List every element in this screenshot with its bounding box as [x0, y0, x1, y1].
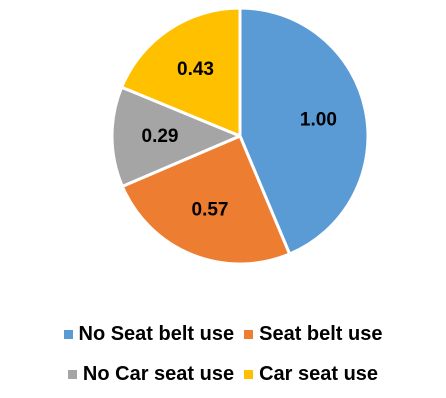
legend-swatch-no-seat-belt-use	[63, 330, 73, 339]
legend-label: Seat belt use	[259, 323, 383, 345]
data-label-seat-belt-use: 0.57	[192, 200, 229, 221]
legend-label: Car seat use	[259, 363, 379, 385]
pie-slice-seat-belt-use	[120, 134, 292, 266]
pie-slice-no-car-seat-use	[110, 85, 242, 188]
data-label-no-car-seat-use: 0.29	[142, 126, 179, 147]
legend-item-no-car-seat-use: No Car seat use	[67, 363, 235, 386]
legend-label: No Car seat use	[82, 363, 235, 385]
legend-swatch-car-seat-use	[244, 370, 254, 379]
legend-row-2: No Car seat use Car seat use	[0, 363, 446, 386]
legend-label: No Seat belt use	[78, 323, 235, 345]
legend-item-seat-belt-use: Seat belt use	[244, 323, 383, 346]
legend-item-car-seat-use: Car seat use	[244, 363, 378, 386]
legend-swatch-no-car-seat-use	[67, 370, 77, 379]
legend-item-no-seat-belt-use: No Seat belt use	[63, 323, 235, 346]
legend-row-1: No Seat belt use Seat belt use	[0, 323, 446, 346]
pie-slice-no-seat-belt-use	[238, 6, 370, 256]
legend-swatch-seat-belt-use	[244, 330, 254, 339]
pie-slice-car-seat-use	[120, 6, 242, 138]
data-label-car-seat-use: 0.43	[177, 59, 214, 80]
data-label-no-seat-belt-use: 1.00	[300, 110, 337, 131]
pie-chart: 1.00 0.57 0.29 0.43	[110, 6, 370, 266]
